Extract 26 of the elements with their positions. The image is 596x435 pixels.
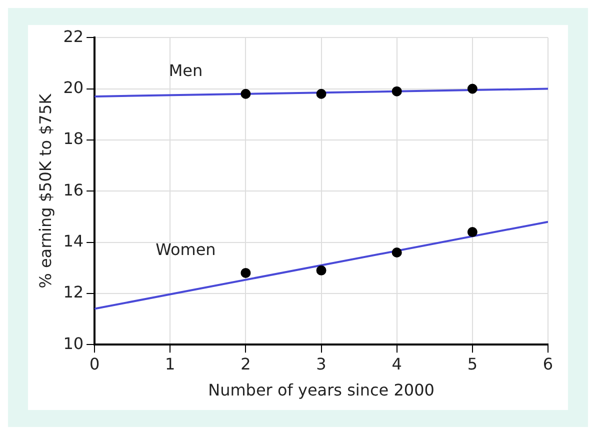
x-tick-label: 0 [89, 354, 100, 374]
series-label: Women [156, 240, 216, 260]
x-tick-label: 3 [316, 354, 326, 374]
point [392, 248, 402, 258]
y-tick-label: 10 [63, 334, 84, 353]
y-tick-label: 18 [63, 129, 84, 148]
point [392, 86, 402, 96]
x-tick-label: 5 [467, 354, 478, 374]
x-tick-label: 1 [165, 354, 176, 374]
y-axis-title: % earning $50K to $75K [36, 93, 55, 288]
y-tick-label: 12 [63, 282, 84, 302]
point [240, 268, 251, 278]
text: Men [168, 61, 203, 80]
point [467, 84, 478, 94]
x-axis-title: Number of years since 2000 [208, 380, 434, 400]
point [316, 88, 326, 99]
y-tick-label: 16 [63, 180, 84, 200]
y-tick-label: 20 [63, 78, 84, 97]
y-tick-label: 22 [63, 26, 84, 46]
y-tick-label: 14 [63, 231, 84, 250]
point [316, 265, 326, 276]
x-tick-label: 4 [392, 354, 402, 374]
x-tick-label: 2 [240, 354, 251, 374]
x-tick-label: 6 [542, 354, 554, 374]
point [467, 227, 478, 238]
point [240, 88, 251, 99]
